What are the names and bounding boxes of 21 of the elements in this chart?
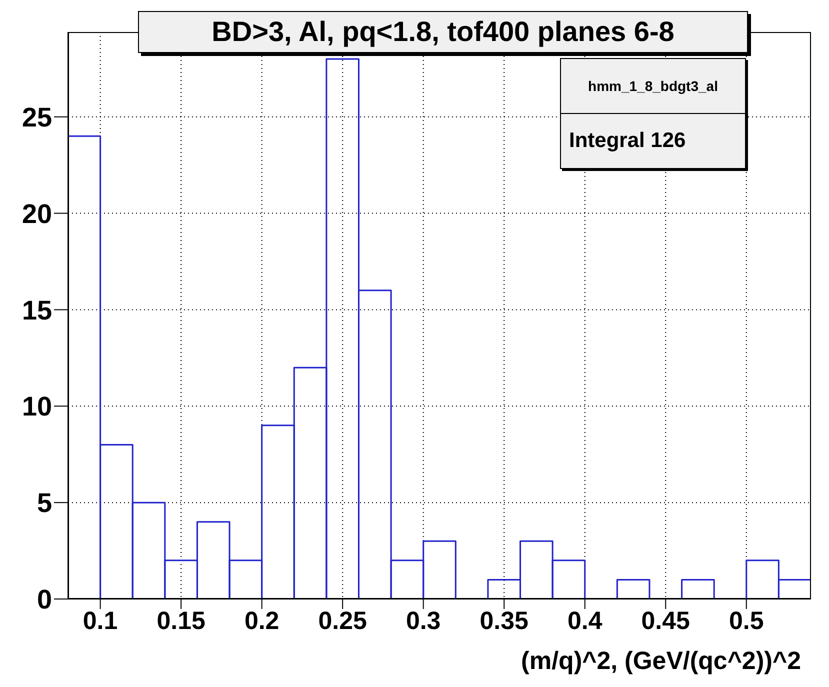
y-tick-label: 25: [22, 102, 52, 132]
x-tick-label: 0.45: [641, 606, 690, 635]
title-box: BD>3, Al, pq<1.8, tof400 planes 6-8: [138, 11, 748, 53]
x-tick-label: 0.35: [480, 606, 529, 635]
y-tick-label: 20: [22, 198, 52, 229]
y-tick-label: 10: [22, 392, 52, 422]
x-tick-label: 0.1: [82, 606, 118, 635]
x-tick-label: 0.15: [156, 606, 206, 635]
annotation: hmm_1_8_bdgt3_al: [587, 77, 719, 96]
x-tick-label: 0.2: [244, 606, 280, 635]
y-tick-label: 5: [36, 488, 52, 518]
y-tick-label: 15: [22, 295, 52, 326]
x-axis-title: (m/q)^2, (GeV/(qc^2))^2: [521, 647, 801, 675]
x-tick-label: 0.3: [406, 606, 441, 635]
chart-title: BD>3, Al, pq<1.8, tof400 planes 6-8: [212, 16, 674, 48]
x-tick-label: 0.5: [729, 606, 764, 635]
y-tick-label: 0: [36, 584, 52, 615]
x-tick-label: 0.25: [318, 606, 368, 635]
x-tick-label: 0.4: [567, 606, 602, 635]
annotation: Integral 126: [561, 113, 745, 168]
stats-box: hmm_1_8_bdgt3_al Integral 126: [560, 58, 746, 169]
